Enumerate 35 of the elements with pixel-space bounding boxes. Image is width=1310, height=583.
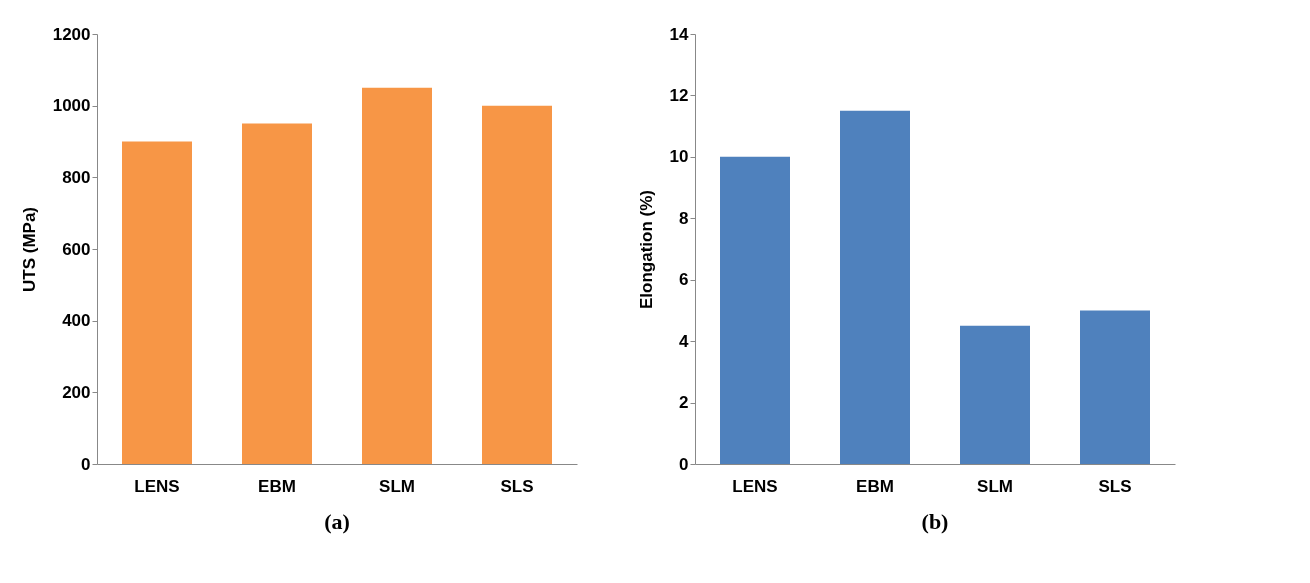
x-tick-label: SLM: [977, 476, 1013, 496]
y-tick-label: 600: [62, 239, 91, 259]
bar: [362, 87, 432, 464]
y-tick-label: 14: [669, 24, 690, 44]
y-tick-label: 12: [669, 85, 689, 105]
y-axis-title: UTS (MPa): [19, 207, 39, 292]
bar: [122, 141, 192, 464]
y-tick-label: 4: [679, 331, 690, 351]
x-tick-label: EBM: [856, 476, 894, 496]
x-tick-label: SLM: [379, 476, 415, 496]
y-tick-label: 2: [679, 393, 689, 413]
bar: [960, 325, 1030, 464]
x-tick-label: SLS: [500, 476, 534, 496]
x-tick-label: LENS: [732, 476, 778, 496]
text: (b): [921, 509, 949, 534]
y-tick-label: 400: [62, 311, 91, 331]
x-tick-label: SLS: [1098, 476, 1132, 496]
y-tick-label: 10: [669, 147, 689, 167]
text: (a): [324, 509, 350, 534]
bar: [242, 123, 312, 464]
x-tick-label: LENS: [134, 476, 180, 496]
x-tick-label: EBM: [258, 476, 296, 496]
y-axis-title: Elongation (%): [636, 190, 656, 309]
y-tick-label: 800: [62, 167, 91, 187]
bar: [840, 110, 910, 464]
bar: [720, 156, 790, 464]
y-tick-label: 6: [679, 270, 689, 290]
bar: [482, 105, 552, 464]
bar: [1080, 310, 1150, 464]
y-tick-label: 0: [679, 454, 689, 474]
y-tick-label: 1200: [52, 24, 91, 44]
y-tick-label: 0: [81, 454, 91, 474]
y-tick-label: 1000: [52, 96, 91, 116]
y-tick-label: 200: [62, 382, 91, 402]
y-tick-label: 8: [679, 208, 689, 228]
